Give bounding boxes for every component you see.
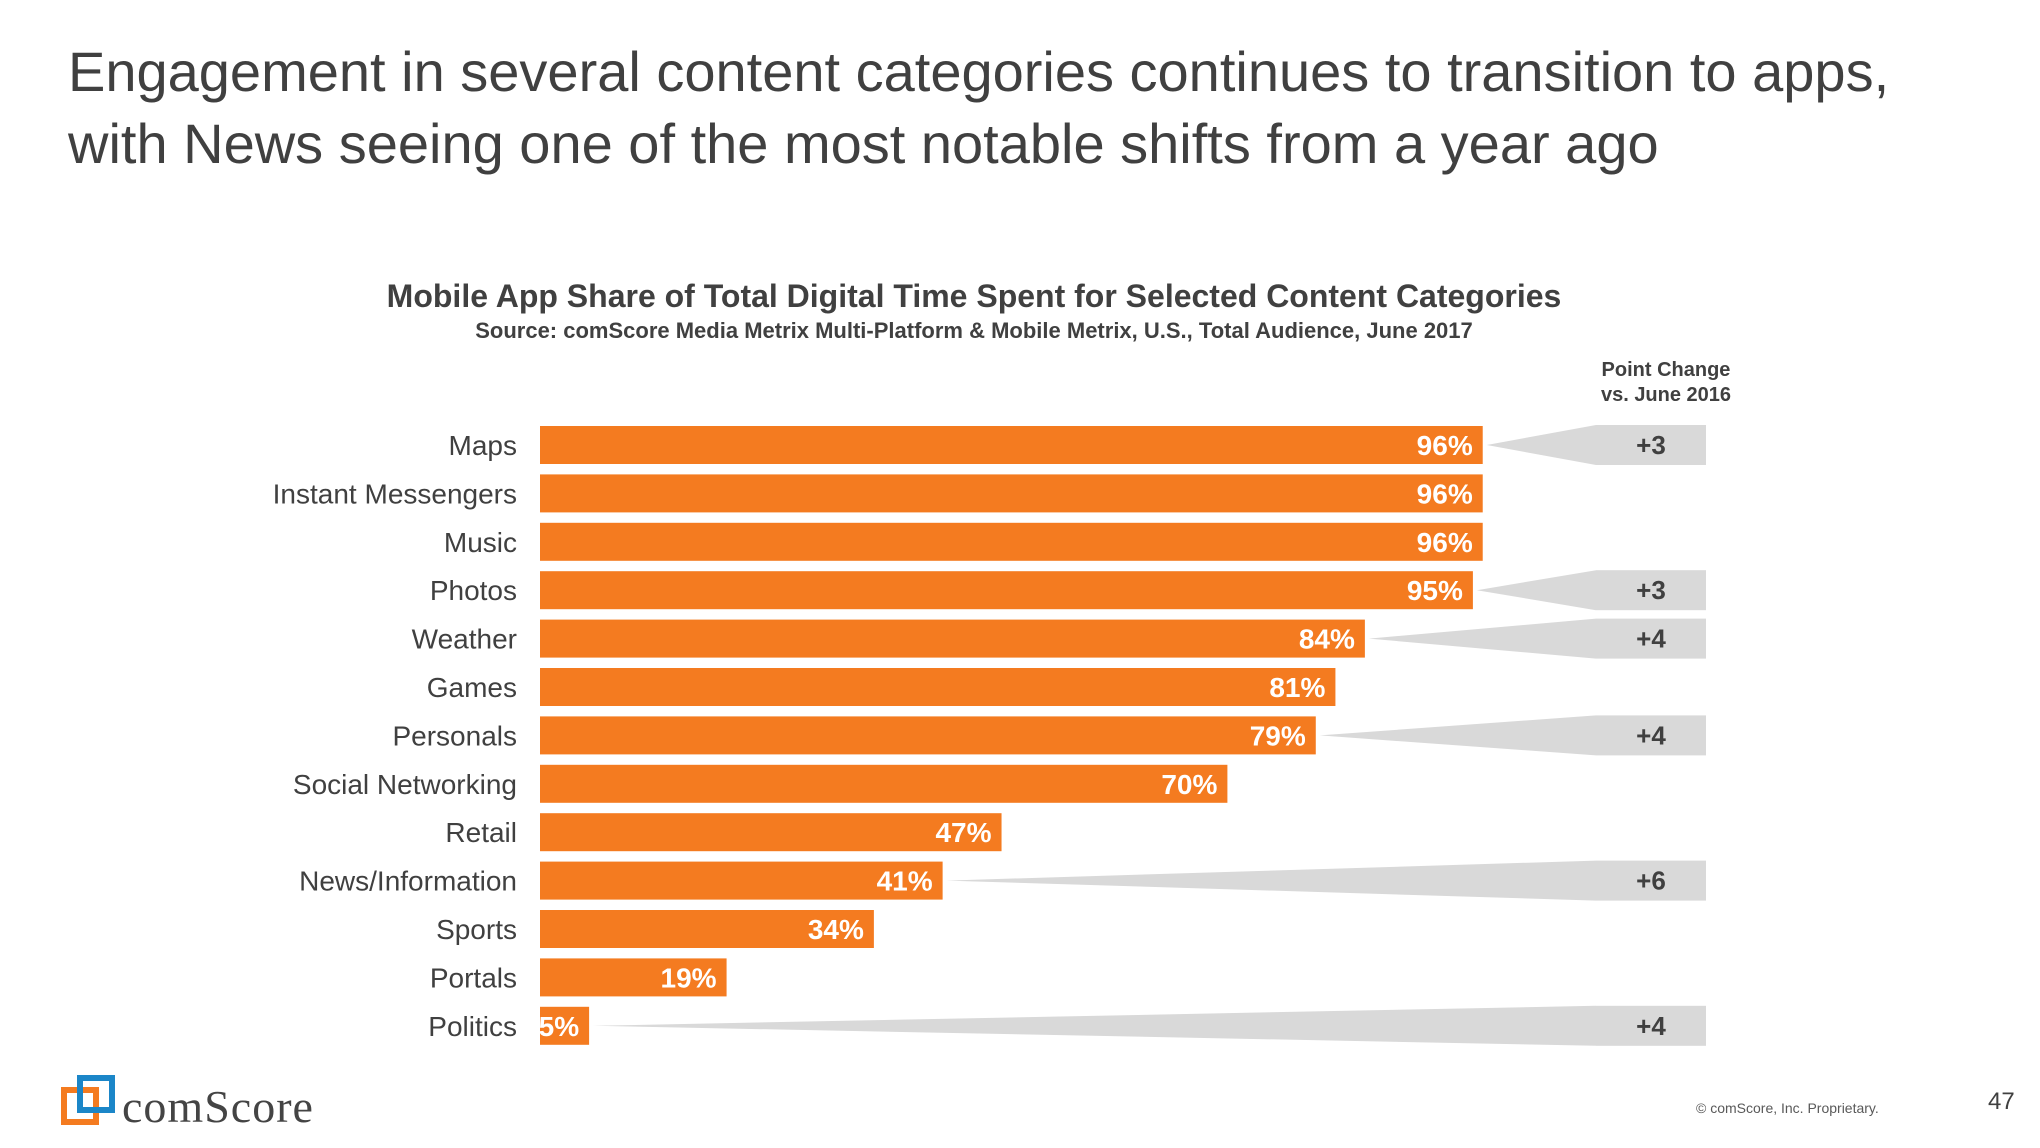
slide-title: Engagement in several content categories… [68,36,2028,180]
chart-title: Mobile App Share of Total Digital Time S… [386,278,1562,314]
bar-value-label-8: 47% [935,817,991,848]
bar-6 [540,716,1316,755]
slide-title-line-1: Engagement in several content categories… [68,40,1890,103]
category-label-5: Games [427,672,517,703]
point-change-label-0: +3 [1636,430,1666,460]
bar-value-label-11: 19% [661,962,717,993]
bar-value-label-1: 96% [1417,478,1473,509]
category-label-12: Politics [428,1011,517,1042]
chart-subtitle: Source: comScore Media Metrix Multi-Plat… [475,318,1473,343]
bar-9 [540,861,943,900]
point-change-header-line-1: Point Change [1601,359,1731,381]
bar-4 [540,619,1365,658]
point-change-box-4 [1596,618,1706,659]
point-change-wedge-9 [946,860,1596,901]
page-number: 47 [1988,1088,2015,1115]
bar-value-label-7: 70% [1161,769,1217,800]
comscore-logo-text: comScore [122,1081,314,1132]
point-change-label-4: +4 [1636,624,1666,654]
category-label-9: News/Information [299,866,517,897]
bar-value-label-10: 34% [808,914,864,945]
bar-value-label-0: 96% [1417,430,1473,461]
point-change-box-6 [1596,715,1706,756]
comscore-logo-icon [61,1075,115,1125]
category-label-2: Music [444,527,517,558]
category-label-3: Photos [430,575,517,606]
point-change-wedge-12 [593,1005,1596,1046]
point-change-box-9 [1596,860,1706,901]
bar-1 [540,474,1483,513]
bar-value-label-9: 41% [877,866,933,897]
category-label-1: Instant Messengers [273,478,517,509]
point-change-wedge-3 [1476,570,1596,611]
point-change-label-3: +3 [1636,575,1666,605]
bar-value-label-2: 96% [1417,527,1473,558]
bar-value-label-3: 95% [1407,575,1463,606]
slide-title-line-2: with News seeing one of the most notable… [68,112,1659,175]
bar-3 [540,571,1473,610]
category-label-10: Sports [436,914,517,945]
bar-2 [540,522,1483,561]
point-change-wedge-6 [1319,715,1596,756]
bar-12 [540,1006,590,1045]
point-change-header-line-2: vs. June 2016 [1600,384,1732,406]
bar-10 [540,910,874,948]
bar-value-label-4: 84% [1299,624,1355,655]
point-change-box-3 [1596,570,1706,611]
point-change-header: Point Change vs. June 2016 [1566,358,1766,408]
bar-7 [540,764,1228,803]
bar-0 [540,426,1483,464]
bar-5 [540,668,1336,706]
bar-value-label-5: 81% [1269,672,1325,703]
category-label-8: Retail [445,817,517,848]
category-label-7: Social Networking [293,769,517,800]
copyright: © comScore, Inc. Proprietary. [1696,1100,1879,1116]
point-change-label-6: +4 [1636,720,1666,750]
point-change-label-9: +6 [1636,866,1666,896]
point-change-wedge-0 [1486,425,1596,465]
bar-11 [540,958,727,997]
bar-value-label-12: 5% [539,1011,580,1042]
point-change-box-12 [1596,1005,1706,1046]
category-label-4: Weather [412,624,517,655]
bar-8 [540,813,1002,852]
category-label-6: Personals [392,720,517,751]
bar-value-label-6: 79% [1250,720,1306,751]
category-label-11: Portals [430,962,517,993]
point-change-box-0 [1596,425,1706,465]
category-label-0: Maps [449,430,517,461]
point-change-wedge-4 [1368,618,1596,659]
point-change-label-12: +4 [1636,1011,1666,1041]
